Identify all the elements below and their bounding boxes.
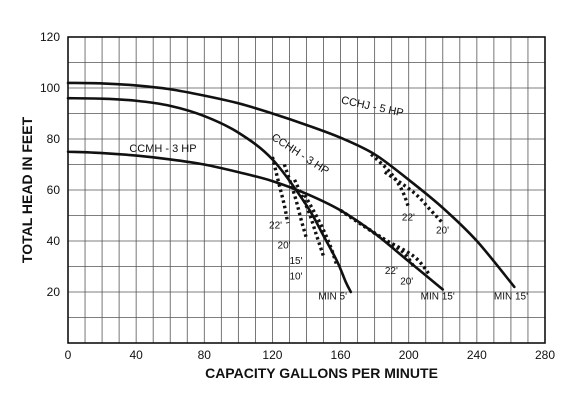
suction-lift-curve-20 (339, 208, 431, 276)
pump-curve-cchh-3-hp (66, 96, 353, 294)
x-tick-label: 240 (467, 348, 487, 362)
series-curves (66, 81, 516, 294)
curve-annotation-label: 15' (289, 256, 302, 267)
y-tick-label: 120 (40, 30, 60, 44)
x-tick-label: 80 (198, 348, 212, 362)
curve-annotation-label: 22' (269, 220, 282, 231)
curve-annotation-label: MIN 15' (421, 292, 455, 303)
y-axis-title: TOTAL HEAD IN FEET (19, 116, 35, 263)
x-axis-title: CAPACITY GALLONS PER MINUTE (205, 365, 438, 381)
y-tick-label: 40 (47, 234, 61, 248)
curve-annotation-label: 20' (278, 241, 291, 252)
x-tick-label: 280 (535, 348, 555, 362)
suction-lift-curve-22 (370, 153, 411, 209)
x-tick-label: 200 (399, 348, 419, 362)
y-tick-label: 100 (40, 81, 60, 95)
y-tick-label: 80 (47, 132, 61, 146)
x-tick-label: 40 (129, 348, 143, 362)
curve-model-label: CCHJ - 5 HP (340, 94, 405, 119)
curve-model-label: CCMH - 3 HP (129, 143, 196, 155)
axes: 0 40 80 120 160 200 240 280 20 40 60 80 100 120 CAPACI… (19, 30, 555, 381)
curve-annotation-label: MIN 5' (318, 292, 347, 303)
curve-annotation-label: MIN 15' (494, 292, 528, 303)
curve-annotation-label: 20' (400, 276, 413, 287)
y-tick-label: 20 (47, 285, 61, 299)
x-tick-label: 0 (65, 348, 72, 362)
curve-model-label: CCHH - 3 HP (269, 131, 331, 177)
suction-lift-curve-22 (270, 156, 290, 224)
curve-annotation-label: 22' (385, 266, 398, 277)
suction-lift-curve-10 (303, 194, 339, 268)
grid (67, 36, 546, 344)
curve-annotation-label: 22' (402, 213, 415, 224)
x-tick-label: 160 (331, 348, 351, 362)
x-tick-label: 120 (262, 348, 282, 362)
pump-curve-cchj-5-hp (66, 81, 516, 289)
suction-lift-curve-15 (293, 179, 326, 257)
y-tick-label: 60 (47, 183, 61, 197)
pump-curve-ccmh-3-hp (66, 150, 445, 291)
plot-frame (67, 36, 546, 344)
curve-annotation-label: 10' (289, 271, 302, 282)
curve-annotation-label: 20' (436, 225, 449, 236)
suction-lift-curve-20 (282, 163, 309, 239)
